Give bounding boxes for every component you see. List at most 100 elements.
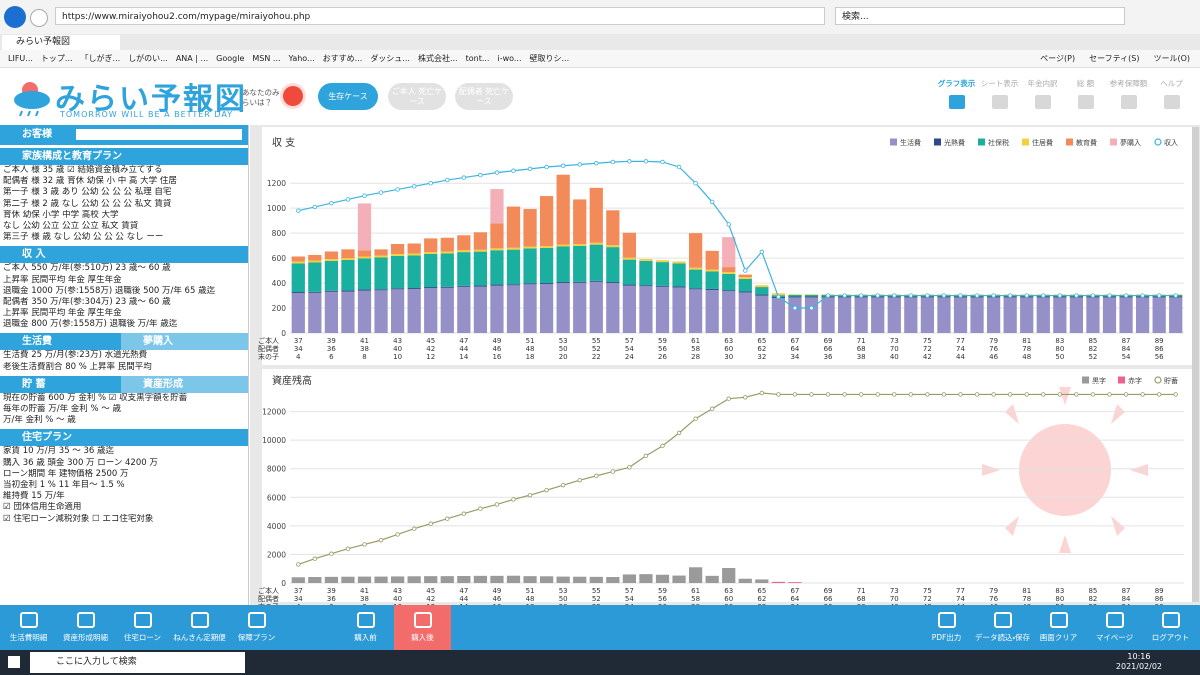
bar-segment xyxy=(937,297,951,333)
bar-segment xyxy=(424,238,438,253)
view-tab[interactable]: 年金内訳 xyxy=(1021,78,1064,109)
x-tick-label: 43 xyxy=(393,587,402,595)
customer-name-field[interactable] xyxy=(76,129,242,140)
section-header[interactable]: 生活費 夢購入 xyxy=(0,333,248,351)
toolbar-button[interactable]: 購入後 xyxy=(394,605,451,650)
search-box[interactable]: 検索... xyxy=(835,7,1125,25)
favorite-link[interactable]: Yaho... xyxy=(288,54,315,63)
favorite-link[interactable]: 株式会社... xyxy=(417,54,458,63)
forward-button[interactable] xyxy=(30,9,48,27)
favorite-link[interactable]: 「しがぎ... xyxy=(80,54,121,63)
toolbar-button[interactable]: ねんきん定期便 xyxy=(171,605,228,650)
view-tab[interactable]: シート表示 xyxy=(978,78,1021,109)
toolbar-button[interactable]: データ読込・保存 xyxy=(974,605,1031,650)
favorite-link[interactable]: ANA | ... xyxy=(175,54,209,63)
line-point xyxy=(1090,392,1096,397)
favorite-link[interactable]: MSN ... xyxy=(252,54,281,63)
line-point xyxy=(676,164,682,170)
favorite-link[interactable]: 壁取りシ... xyxy=(529,54,570,63)
form-row: 老後生活費割合 80 % 上昇率 民間平均 xyxy=(3,361,152,372)
bar-segment xyxy=(556,246,570,283)
bar-segment xyxy=(622,259,637,285)
row-label: 配偶者 xyxy=(258,594,279,603)
legend-label: 夢購入 xyxy=(1120,138,1141,147)
view-tab[interactable]: 参考保障額 xyxy=(1107,78,1150,109)
section-title[interactable]: 資産形成 xyxy=(121,375,248,393)
bar-segment xyxy=(854,297,868,333)
toolbar-button[interactable]: PDF出力 xyxy=(918,605,975,650)
section-title[interactable]: 夢購入 xyxy=(121,333,248,351)
bar-segment xyxy=(821,297,835,333)
x-tick-label: 52 xyxy=(592,595,601,603)
bar-segment xyxy=(788,297,802,333)
legend-label: 住居費 xyxy=(1032,138,1053,147)
address-bar[interactable]: https://www.miraiyohou2.com/mypage/mirai… xyxy=(55,7,825,25)
toolbar-button[interactable]: 生活費明細 xyxy=(0,605,57,650)
favorite-link[interactable]: しがのい... xyxy=(128,54,168,63)
case-button[interactable]: 生存ケース xyxy=(318,83,378,110)
case-button[interactable]: ご本人 死亡ケース xyxy=(388,83,446,110)
bar-segment xyxy=(539,283,554,285)
tab-icon xyxy=(991,95,1008,109)
favorite-link[interactable]: LIFU... xyxy=(8,54,33,63)
x-tick-label: 42 xyxy=(923,353,932,361)
bar-segment xyxy=(506,247,521,250)
menu[interactable]: ページ(P) xyxy=(1040,54,1076,63)
favorite-link[interactable]: Google xyxy=(216,54,245,63)
browser-tab[interactable]: みらい予報図 xyxy=(2,35,120,50)
bar-segment xyxy=(457,252,471,286)
line-point xyxy=(759,249,765,255)
tab-label: シート表示 xyxy=(980,79,1019,88)
toolbar-button[interactable]: マイページ xyxy=(1086,605,1143,650)
line-point xyxy=(1156,392,1162,397)
bar-segment xyxy=(672,286,686,288)
section-header[interactable]: 家族構成と教育プラン xyxy=(0,148,248,165)
bar-segment xyxy=(473,575,488,583)
section-header[interactable]: 収 入 xyxy=(0,246,248,264)
favorite-link[interactable]: tont... xyxy=(465,54,490,63)
favorite-link[interactable]: トップ... xyxy=(40,54,73,63)
taskbar-search[interactable]: ここに入力して検索 xyxy=(30,652,245,673)
toolbar-button[interactable]: 住宅ローン xyxy=(114,605,171,650)
case-button[interactable]: 配偶者 死亡ケース xyxy=(455,83,513,110)
favorite-link[interactable]: i-wo... xyxy=(497,54,522,63)
toolbar-button[interactable]: 資産形成明細 xyxy=(57,605,114,650)
menu[interactable]: セーフティ(S) xyxy=(1089,54,1140,63)
x-tick-label: 60 xyxy=(724,595,733,603)
x-tick-label: 40 xyxy=(890,603,899,605)
bar-segment xyxy=(738,277,752,279)
bar-segment xyxy=(1102,297,1117,333)
favorite-link[interactable]: おすすめ... xyxy=(322,54,363,63)
bar-segment xyxy=(473,286,488,333)
toolbar-icon xyxy=(937,612,956,628)
command-menus: ページ(P) セーフティ(S) ツール(O) xyxy=(1026,50,1190,67)
start-button[interactable] xyxy=(8,656,20,668)
section-header[interactable]: 住宅プラン xyxy=(0,429,248,447)
bar-segment xyxy=(639,258,653,261)
bar-segment xyxy=(573,281,587,283)
view-tab[interactable]: 総 額 xyxy=(1064,78,1107,109)
bar-segment xyxy=(407,289,421,333)
y-tick-label: 200 xyxy=(272,304,287,313)
toolbar-button[interactable]: 画面クリア xyxy=(1030,605,1087,650)
favorite-link[interactable]: ダッシュ... xyxy=(370,54,410,63)
section-header[interactable]: 貯 蓄 資産形成 xyxy=(0,375,248,393)
view-tab[interactable]: グラフ表示 xyxy=(935,78,978,109)
toolbar-button[interactable]: ログアウト xyxy=(1142,605,1199,650)
bar-segment xyxy=(738,274,752,278)
y-tick-label: 0 xyxy=(281,329,286,338)
view-tab[interactable]: ヘルプ xyxy=(1150,78,1193,109)
bar-segment xyxy=(722,291,736,333)
legend-label: 収入 xyxy=(1164,138,1178,147)
tab-icon xyxy=(1163,95,1180,109)
bar-segment xyxy=(539,576,554,583)
x-tick-label: 12 xyxy=(426,353,435,361)
toolbar-button[interactable]: 保障プラン xyxy=(228,605,285,650)
toolbar-button[interactable]: 購入前 xyxy=(337,605,394,650)
back-button[interactable] xyxy=(4,6,26,28)
x-tick-label: 39 xyxy=(327,587,336,595)
menu[interactable]: ツール(O) xyxy=(1153,54,1190,63)
x-tick-label: 34 xyxy=(790,603,799,605)
line-point xyxy=(1123,293,1129,298)
x-tick-label: 36 xyxy=(824,603,833,605)
